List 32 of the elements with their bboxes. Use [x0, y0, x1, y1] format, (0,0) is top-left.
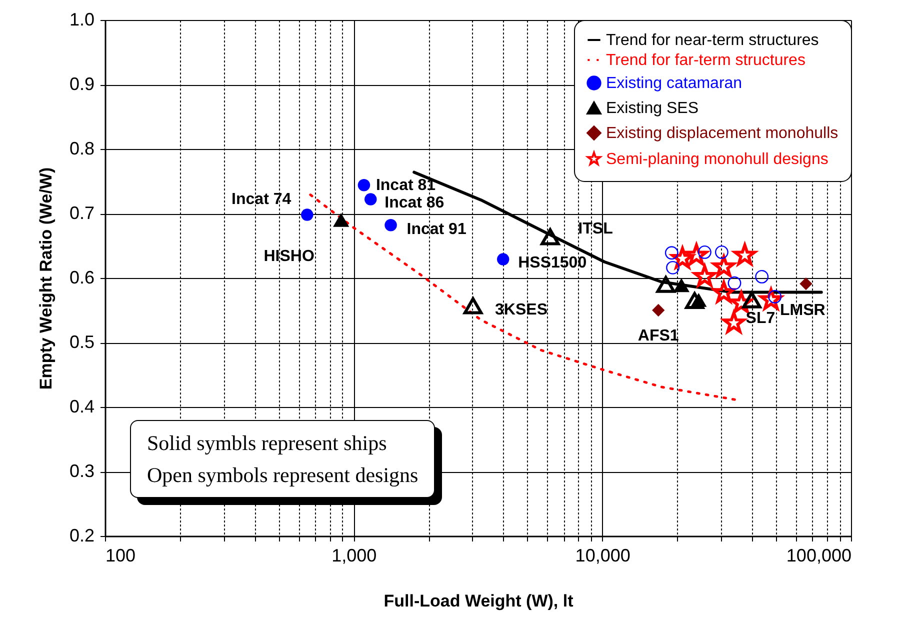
y-tick-label: 1.0: [69, 10, 94, 30]
annotation: Solid symbls represent ships: [147, 430, 388, 457]
y-axis-title: Empty Weight Ratio (We/W): [36, 167, 56, 390]
annotation: LMSR: [780, 302, 826, 319]
annotation: Incat 86: [384, 194, 444, 212]
legend-label: Semi-planing monohull designs: [606, 151, 828, 168]
annotation: HSS1500: [518, 254, 587, 272]
annotation: AFS1: [638, 327, 679, 344]
legend-label: Trend for far-term structures: [606, 52, 806, 69]
y-tick-label: 0.8: [69, 138, 94, 158]
legend-label: Existing catamaran: [606, 75, 742, 92]
y-tick-label: 0.3: [69, 461, 94, 481]
legend-label: Trend for near-term structures: [606, 32, 819, 49]
y-tick-label: 0.7: [69, 203, 94, 223]
x-tick-label: 100: [106, 546, 136, 566]
x-tick-label: 100,000: [786, 546, 852, 566]
annotation: 3KSES: [495, 302, 548, 319]
y-tick-label: 0.2: [69, 526, 94, 546]
annotation: Incat 74: [232, 190, 292, 208]
y-tick-label: 0.5: [69, 332, 94, 352]
annotation: SL7: [746, 310, 776, 327]
annotation: HISHO: [264, 248, 314, 265]
y-tick-label: 0.9: [69, 74, 94, 94]
annotation: Open symbols represent designs: [147, 462, 418, 489]
annotation: Incat 91: [406, 221, 466, 238]
y-tick-label: 0.6: [69, 268, 94, 288]
x-axis-title: Full-Load Weight (W), lt: [384, 592, 574, 610]
legend-label: Existing SES: [606, 100, 698, 117]
y-tick-label: 0.4: [69, 396, 94, 416]
legend-label: Existing displacement monohulls: [606, 125, 838, 142]
x-tick-label: 1,000: [332, 546, 377, 566]
x-tick-label: 10,000: [575, 546, 630, 566]
